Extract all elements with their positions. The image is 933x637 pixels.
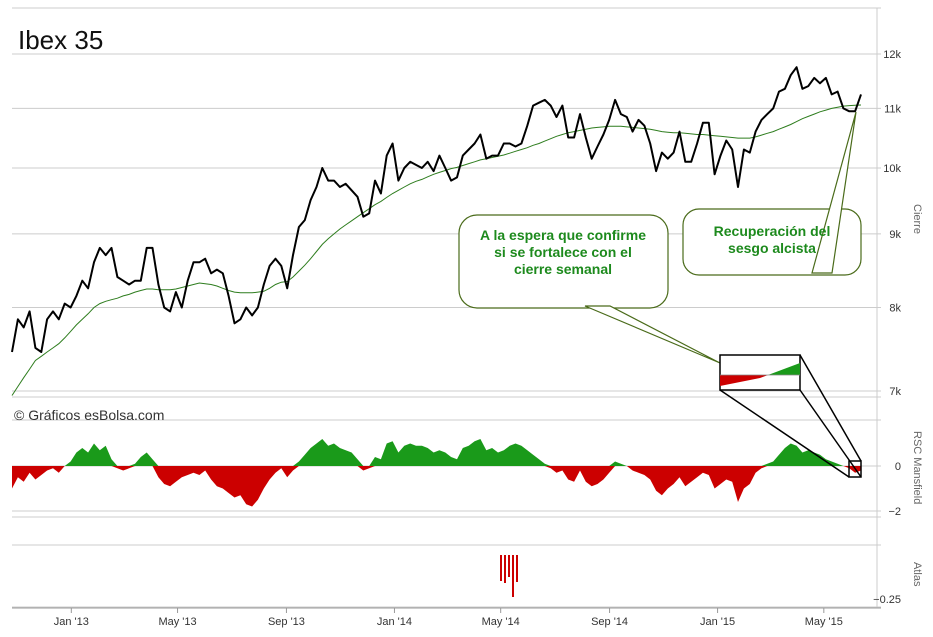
x-tick-label-4: May '14 <box>482 616 520 628</box>
atlas-ylabel: Atlas <box>911 562 923 587</box>
price-tick-label-2: 10k <box>883 163 901 175</box>
callout-pointer-confirm <box>584 305 721 364</box>
rsc-ylabel: RSC Mansfield <box>911 431 923 504</box>
x-tick-label-1: May '13 <box>158 616 196 628</box>
rsc-tick-label-0: 0 <box>895 461 901 473</box>
callout-text-confirm: A la espera que confirme si se fortalece… <box>480 227 646 277</box>
axis-ticks: 12k 11k 10k 9k 8k 7k 0 −2 −0.25 Jan '13 May '13 Sep… <box>54 49 902 628</box>
ma-line-layer <box>11 104 862 396</box>
x-tick-label-5: Sep '14 <box>591 616 628 628</box>
price-tick-label-1: 11k <box>884 103 901 115</box>
rsc-positive-area <box>12 439 861 466</box>
callout-box-confirm <box>458 214 669 309</box>
chart-credit: © Gráficos esBolsa.com <box>14 407 164 423</box>
rsc-tick-label-1: −2 <box>888 506 901 518</box>
zoom-connector-0 <box>799 354 862 462</box>
zoom-positive-area <box>768 363 800 375</box>
atlas-bar-2 <box>508 555 510 577</box>
x-tick-label-2: Sep '13 <box>268 616 305 628</box>
atlas-bar-0 <box>500 555 502 581</box>
callout-text-recovery: Recuperación del sesgo alcista <box>713 223 831 256</box>
price-tick-label-3: 9k <box>889 229 901 241</box>
price-line-layer <box>11 66 862 353</box>
zoom-connector-1 <box>719 389 850 478</box>
price-tick-label-5: 7k <box>889 386 901 398</box>
atlas-bar-3 <box>512 555 514 597</box>
rsc-area-layer <box>12 439 861 507</box>
price-ylabel: Cierre <box>911 204 923 234</box>
price-tick-label-4: 8k <box>889 303 901 315</box>
x-tick-label-7: May '15 <box>805 616 843 628</box>
x-tick-label-3: Jan '14 <box>377 616 412 628</box>
x-tick-label-6: Jan '15 <box>700 616 735 628</box>
zoom-negative-area <box>720 375 768 386</box>
price-line <box>11 66 862 353</box>
zoom-source-box <box>848 460 862 478</box>
callouts-layer <box>458 111 862 478</box>
price-tick-label-0: 12k <box>883 49 901 61</box>
zoom-connector-2 <box>799 389 862 478</box>
atlas-bar-4 <box>516 555 518 582</box>
atlas-tick-label-0: −0.25 <box>873 594 901 606</box>
ma-line <box>11 104 862 396</box>
atlas-bars-layer <box>500 555 518 597</box>
x-tick-label-0: Jan '13 <box>54 616 89 628</box>
rsc-negative-area <box>12 466 861 507</box>
atlas-bar-1 <box>504 555 506 583</box>
grid-lines <box>12 7 881 609</box>
chart-title: Ibex 35 <box>18 25 103 55</box>
callout-pointer-recovery <box>811 111 857 274</box>
